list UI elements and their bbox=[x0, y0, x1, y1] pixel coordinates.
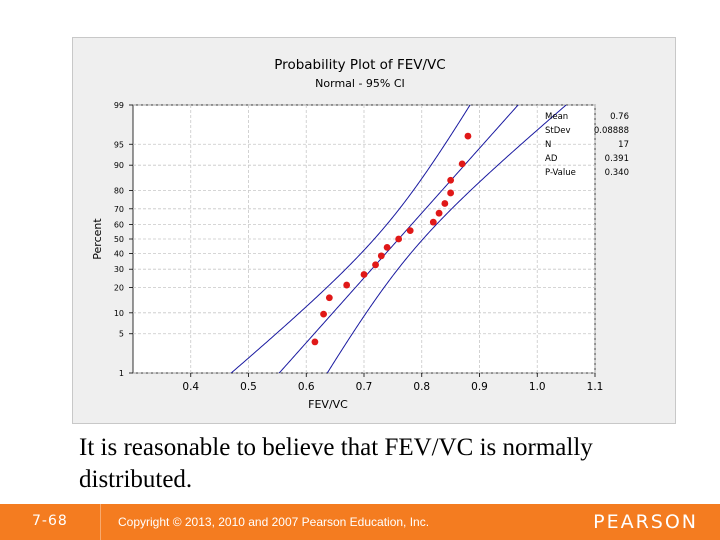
data-point bbox=[377, 252, 385, 260]
y-tick-label: 90 bbox=[114, 161, 124, 170]
probability-plot: Probability Plot of FEV/VC Normal - 95% … bbox=[91, 57, 629, 411]
data-point bbox=[325, 294, 333, 302]
stat-value: 0.391 bbox=[605, 154, 629, 164]
grid-layer bbox=[133, 104, 596, 374]
x-tick-label: 0.7 bbox=[356, 381, 373, 393]
stat-label: Mean bbox=[545, 112, 568, 122]
stat-label: P-Value bbox=[545, 168, 576, 178]
x-tick-label: 0.8 bbox=[413, 381, 430, 393]
slide-caption: It is reasonable to believe that FEV/VC … bbox=[79, 434, 593, 493]
footer-bar: 7-68 Copyright © 2013, 2010 and 2007 Pea… bbox=[0, 504, 720, 540]
chart-subtitle: Normal - 95% CI bbox=[315, 77, 405, 90]
ci-upper-band bbox=[326, 105, 567, 373]
data-point bbox=[343, 281, 351, 289]
data-point bbox=[464, 132, 472, 140]
stat-label: StDev bbox=[545, 126, 571, 136]
y-tick-label: 30 bbox=[114, 265, 124, 274]
data-point bbox=[320, 310, 327, 318]
x-tick-label: 0.9 bbox=[471, 381, 488, 393]
x-tick-label: 0.6 bbox=[298, 381, 315, 393]
data-point bbox=[429, 218, 437, 226]
y-tick-label: 60 bbox=[114, 220, 124, 229]
x-axis-label: FEV/VC bbox=[308, 398, 348, 411]
y-axis-label: Percent bbox=[91, 218, 104, 260]
stat-value: 0.340 bbox=[605, 168, 629, 178]
y-tick-label: 20 bbox=[114, 283, 124, 292]
copyright-text: Copyright © 2013, 2010 and 2007 Pearson … bbox=[118, 515, 430, 529]
data-point bbox=[447, 189, 455, 197]
data-point bbox=[395, 235, 403, 243]
stat-label: N bbox=[545, 140, 551, 150]
pearson-logo: PEARSON bbox=[593, 511, 698, 533]
y-tick-label: 1 bbox=[119, 369, 124, 378]
data-point bbox=[435, 209, 443, 217]
stat-label: AD bbox=[545, 154, 558, 164]
x-tick-label: 1.0 bbox=[529, 381, 546, 393]
y-tick-label: 50 bbox=[114, 235, 124, 244]
data-point bbox=[458, 160, 466, 168]
y-tick-label: 95 bbox=[114, 140, 124, 149]
y-tick-label: 70 bbox=[114, 205, 124, 214]
point-layer bbox=[311, 132, 472, 346]
stat-value: 0.08888 bbox=[594, 126, 629, 136]
x-tick-labels: 0.4 0.5 0.6 0.7 0.8 0.9 1.0 1.1 bbox=[182, 373, 603, 393]
chart-title: Probability Plot of FEV/VC bbox=[274, 57, 445, 73]
data-point bbox=[406, 227, 414, 234]
y-tick-label: 10 bbox=[114, 309, 124, 318]
ci-lower-band bbox=[230, 105, 471, 373]
x-tick-label: 0.4 bbox=[182, 381, 199, 393]
y-tick-label: 5 bbox=[119, 330, 124, 339]
footer-divider bbox=[100, 504, 101, 540]
y-tick-label: 80 bbox=[114, 187, 124, 196]
stats-box: Mean 0.76 StDev 0.08888 N 17 AD 0.391 P-Value 0.3… bbox=[545, 112, 629, 178]
data-point bbox=[447, 176, 455, 184]
data-point bbox=[360, 271, 368, 278]
y-tick-label: 99 bbox=[114, 101, 124, 110]
x-tick-label: 0.5 bbox=[240, 381, 257, 393]
stat-value: 0.76 bbox=[610, 112, 629, 122]
stat-value: 17 bbox=[618, 140, 629, 150]
data-point bbox=[311, 338, 319, 346]
x-tick-label: 1.1 bbox=[587, 381, 604, 393]
y-tick-labels: 1 5 10 20 30 40 50 60 70 80 90 95 99 bbox=[114, 101, 133, 378]
slide-number: 7-68 bbox=[32, 513, 68, 529]
data-point bbox=[383, 244, 391, 251]
data-point bbox=[372, 261, 379, 269]
y-tick-label: 40 bbox=[114, 250, 124, 259]
chart-frame: Probability Plot of FEV/VC Normal - 95% … bbox=[72, 37, 676, 424]
data-point bbox=[441, 200, 449, 207]
